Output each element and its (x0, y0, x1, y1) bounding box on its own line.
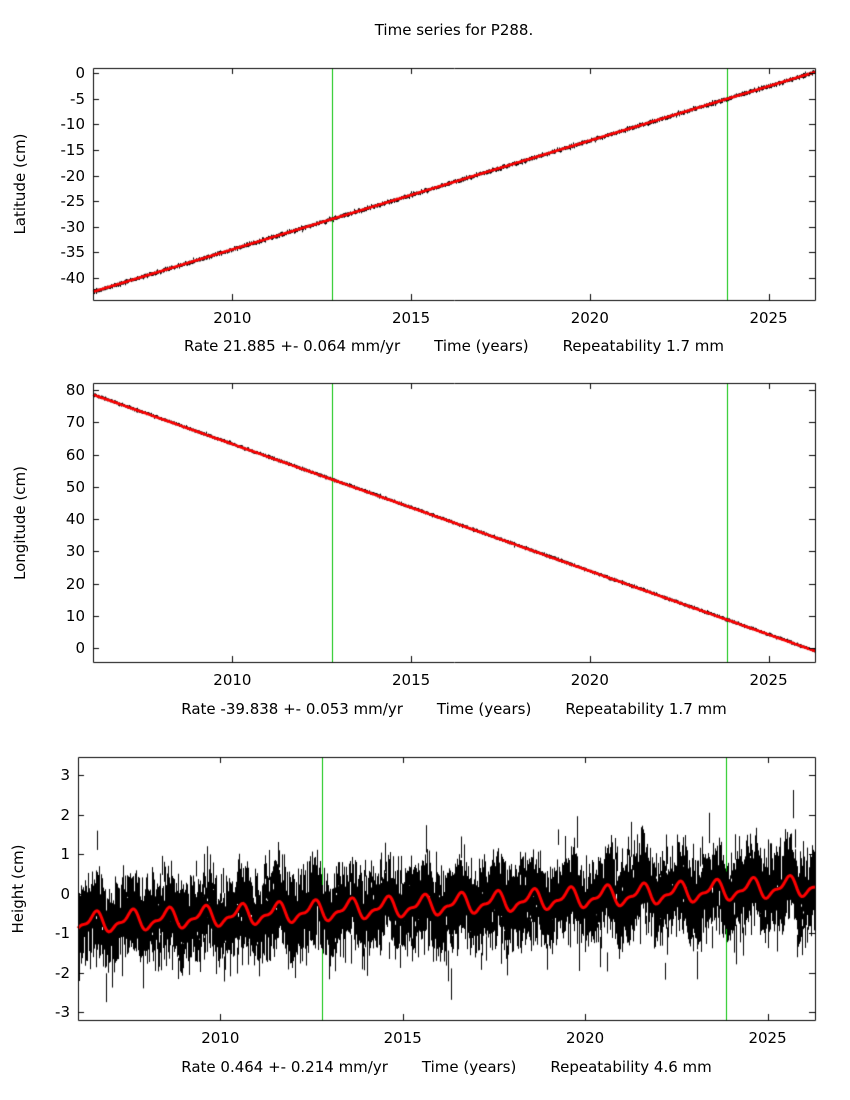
y-tick-label: -10 (60, 115, 86, 134)
caption-repeatability: Repeatability 1.7 mm (562, 337, 725, 355)
y-tick-label: -20 (60, 166, 86, 185)
x-tick-label: 2025 (749, 671, 788, 689)
x-tick-label: 2015 (392, 671, 431, 689)
caption-repeatability: Repeatability 1.7 mm (565, 700, 727, 718)
y-axis-label: Longitude (cm) (11, 465, 29, 580)
y-tick-label: -25 (60, 192, 86, 211)
y-axis-label: Height (cm) (9, 844, 27, 933)
x-tick-label: 2015 (383, 1029, 422, 1047)
y-tick-label: 80 (65, 381, 85, 400)
x-tick-label: 2025 (749, 309, 788, 327)
y-tick-label: 20 (65, 574, 85, 593)
y-tick-label: -2 (55, 963, 70, 982)
panel-caption: Rate -39.838 +- 0.053 mm/yr Time (years) R… (93, 700, 815, 718)
x-axis-label: Time (years) (434, 337, 529, 355)
y-tick-label: 60 (65, 445, 85, 464)
y-tick-label: -3 (55, 1003, 70, 1022)
y-tick-label: 50 (65, 477, 85, 496)
x-tick-label: 2020 (570, 671, 609, 689)
y-tick-label: -5 (70, 89, 85, 108)
y-tick-label: -35 (60, 243, 86, 262)
caption-rate: Rate 21.885 +- 0.064 mm/yr (183, 337, 401, 355)
panel-caption: Rate 0.464 +- 0.214 mm/yr Time (years) Rep… (78, 1058, 815, 1076)
y-tick-label: 40 (65, 510, 85, 529)
y-tick-label: -40 (60, 268, 86, 287)
x-tick-label: 2025 (748, 1029, 787, 1047)
y-tick-label: 0 (60, 884, 70, 903)
x-tick-label: 2020 (570, 309, 609, 327)
x-tick-label: 2010 (213, 671, 252, 689)
y-tick-label: 30 (65, 542, 85, 561)
x-tick-label: 2010 (201, 1029, 240, 1047)
x-tick-label: 2010 (213, 309, 252, 327)
y-tick-label: 3 (60, 766, 70, 785)
y-tick-label: 2 (60, 805, 70, 824)
y-tick-label: 0 (75, 639, 85, 658)
y-tick-label: -15 (60, 140, 86, 159)
figure-title: Time series for P288. (374, 21, 534, 39)
y-tick-label: 70 (65, 413, 85, 432)
caption-rate: Rate -39.838 +- 0.053 mm/yr (181, 700, 403, 718)
y-tick-label: 1 (60, 845, 70, 864)
caption-rate: Rate 0.464 +- 0.214 mm/yr (181, 1058, 388, 1076)
x-axis-label: Time (years) (421, 1058, 517, 1076)
y-tick-label: 10 (65, 606, 85, 625)
x-axis-label: Time (years) (436, 700, 532, 718)
y-tick-label: 0 (75, 64, 85, 83)
x-tick-label: 2020 (566, 1029, 605, 1047)
y-axis-label: Latitude (cm) (11, 133, 29, 235)
x-tick-label: 2015 (392, 309, 431, 327)
panel-caption: Rate 21.885 +- 0.064 mm/yr Time (years) Re… (93, 337, 815, 355)
y-tick-label: -30 (60, 217, 86, 236)
y-tick-label: -1 (55, 924, 70, 943)
caption-repeatability: Repeatability 4.6 mm (550, 1058, 712, 1076)
